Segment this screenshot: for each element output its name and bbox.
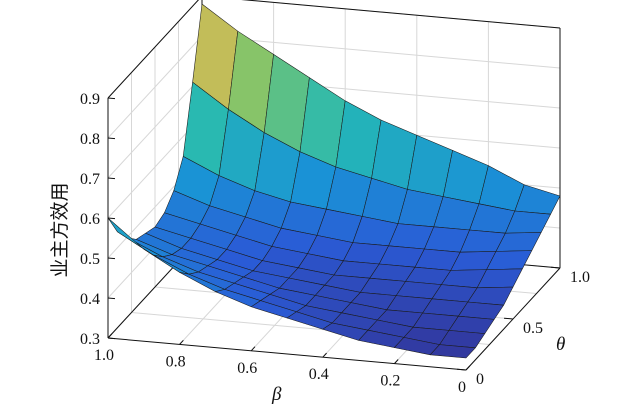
y-tick-label: 1.0 (570, 269, 590, 286)
z-tick-mark (107, 137, 116, 140)
z-tick-label: 0.4 (80, 291, 100, 308)
y-tick-label: 0.5 (523, 320, 543, 337)
z-tick-label: 0.5 (80, 251, 100, 268)
surface-facet (429, 344, 476, 359)
axis-edge (107, 0, 199, 99)
y-axis-label: θ (556, 334, 565, 355)
x-tick-mark (465, 365, 471, 371)
z-tick-mark (107, 97, 116, 100)
surface-layer (107, 3, 561, 359)
x-tick-mark (250, 346, 256, 352)
x-tick-mark (394, 359, 399, 364)
z-tick-mark (107, 217, 116, 220)
tick-layer: 0.3 0.4 0.5 0.6 0.7 0.8 0.9 1.0 0.8 0.6 0.4 0.2 0 0 0.… (80, 91, 590, 396)
y-tick-label: 0 (476, 371, 484, 388)
z-tick-mark (107, 297, 116, 300)
x-tick-label: 0.8 (166, 353, 186, 370)
z-tick-mark (107, 257, 116, 260)
grid-line (241, 0, 561, 29)
z-tick-label: 0.8 (80, 131, 100, 148)
z-tick-mark (107, 337, 116, 340)
z-tick-label: 0.9 (80, 91, 100, 108)
x-tick-label: 0 (458, 379, 466, 396)
y-tick-mark (504, 317, 514, 320)
grid-line (201, 35, 561, 69)
axis-edge (241, 0, 561, 29)
x-tick-mark (179, 339, 184, 345)
x-tick-label: 0.4 (309, 366, 329, 383)
z-axis-label: 业主方效用 (49, 182, 71, 277)
y-tick-mark (551, 266, 561, 269)
z-tick-label: 0.7 (80, 171, 100, 188)
z-tick-mark (107, 177, 116, 180)
x-axis-label: β (271, 384, 282, 405)
z-tick-label: 0.3 (80, 331, 100, 348)
x-tick-mark (322, 352, 327, 358)
x-tick-label: 0.6 (237, 360, 257, 377)
axis-edge (107, 337, 467, 371)
x-tick-mark (107, 333, 113, 339)
y-tick-mark (457, 368, 467, 371)
x-tick-label: 1.0 (94, 347, 114, 364)
x-tick-label: 0.2 (380, 373, 400, 390)
z-tick-label: 0.6 (80, 211, 100, 228)
